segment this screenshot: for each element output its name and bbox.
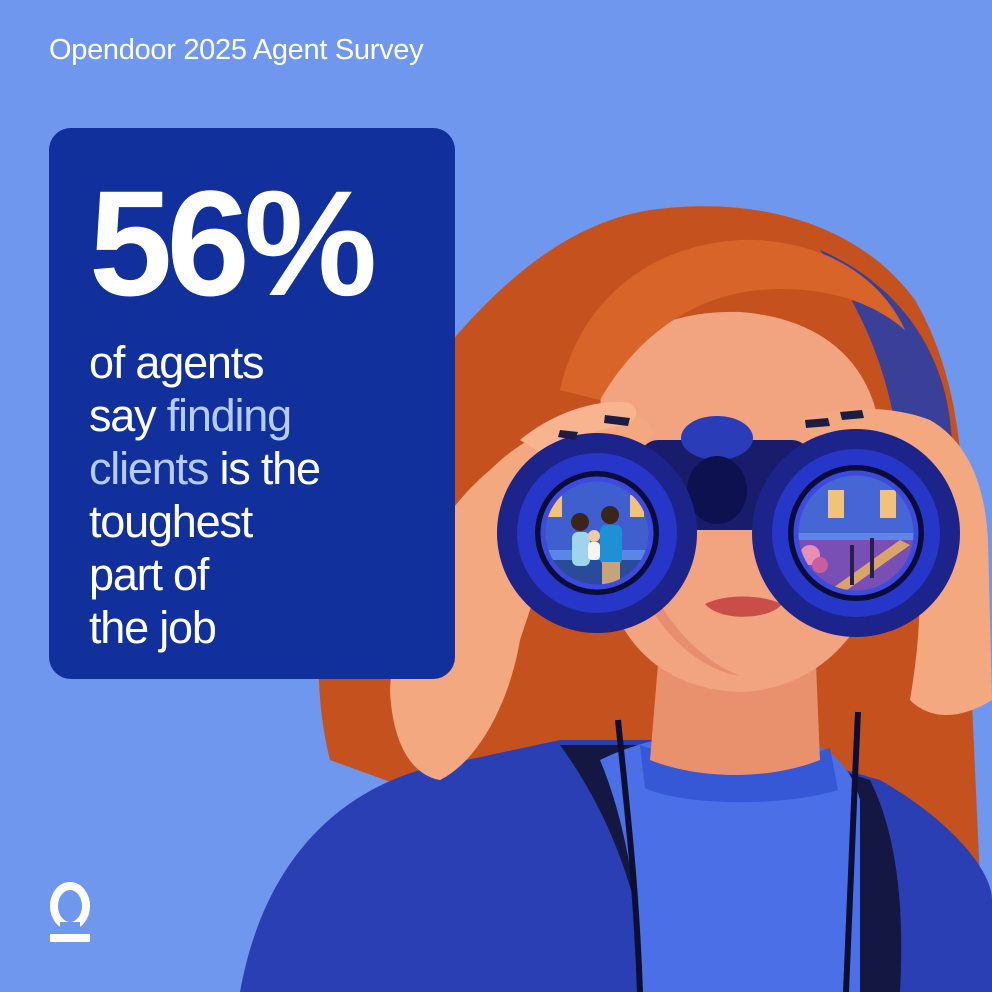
stat-text-segment: say bbox=[89, 390, 167, 441]
stat-text-line: of agents bbox=[89, 336, 429, 389]
stat-text-segment: the job bbox=[89, 602, 217, 653]
stat-text-line: part of bbox=[89, 548, 429, 601]
stat-text-line: the job bbox=[89, 601, 429, 654]
lanyard-right bbox=[843, 711, 861, 992]
stat-text-line: say finding bbox=[89, 389, 429, 442]
stat-highlight-text: finding bbox=[166, 390, 292, 441]
stat-percentage: 56% bbox=[89, 159, 377, 327]
right-nails bbox=[805, 410, 864, 428]
stat-text-segment: is the bbox=[208, 443, 321, 494]
left-nails bbox=[558, 415, 630, 440]
stat-text-line: toughest bbox=[89, 495, 429, 548]
stat-highlight-text: clients bbox=[89, 443, 209, 494]
opendoor-logo-icon bbox=[50, 882, 90, 942]
stat-text-segment: of agents bbox=[89, 337, 265, 388]
left-lens-shine bbox=[540, 476, 654, 590]
focus-knob bbox=[681, 416, 753, 460]
stat-text-segment: part of bbox=[89, 549, 209, 600]
stat-text-segment: toughest bbox=[89, 496, 253, 547]
lanyard-left bbox=[615, 719, 643, 992]
lips bbox=[705, 596, 782, 617]
stat-card: 56% of agents say finding clients is the to… bbox=[49, 128, 455, 679]
left-fingers bbox=[520, 401, 637, 455]
survey-title: Opendoor 2025 Agent Survey bbox=[49, 34, 424, 66]
hair-front bbox=[560, 239, 905, 400]
right-lens-shine bbox=[793, 470, 919, 596]
stat-text-line: clients is the bbox=[89, 442, 429, 495]
stat-description: of agents say finding clients is the toughe… bbox=[89, 336, 429, 654]
eyepiece bbox=[687, 456, 747, 524]
